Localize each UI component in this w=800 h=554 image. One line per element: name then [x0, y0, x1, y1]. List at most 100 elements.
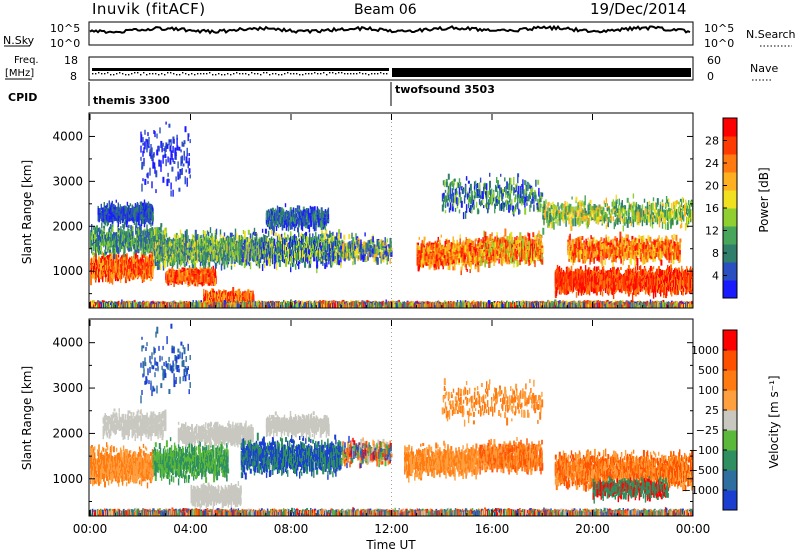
range-gate-cell [90, 241, 92, 248]
range-gate-cell [121, 254, 124, 262]
range-gate-cell [95, 234, 97, 239]
range-gate-cell [116, 242, 118, 248]
range-gate-cell [143, 265, 146, 270]
range-gate-cell [135, 242, 137, 250]
range-gate-cell [102, 255, 104, 260]
nave-dot [191, 73, 193, 75]
n-search-tick-low: 10^0 [704, 37, 734, 50]
range-gate-cell [103, 272, 105, 278]
range-gate-cell [90, 234, 92, 238]
range-gate-cell [119, 241, 122, 248]
nave-dot [125, 74, 127, 76]
range-gate-cell [118, 227, 120, 231]
nave-dot [146, 74, 148, 76]
range-gate-cell [115, 272, 118, 279]
range-gate-cell [113, 235, 115, 240]
range-gate-cell [148, 242, 150, 250]
range-gate-cell [101, 270, 103, 275]
range-gate-cell [143, 230, 145, 235]
range-gate-cell [100, 260, 102, 265]
range-gate-cell [109, 238, 111, 244]
range-gate-cell [128, 264, 131, 269]
range-gate-cell [106, 235, 108, 239]
nave-dot [224, 74, 226, 76]
range-gate-cell [123, 227, 125, 233]
range-gate-cell [100, 243, 102, 250]
range-gate-cell [118, 268, 121, 272]
range-gate-cell [127, 226, 129, 234]
range-gate-cell [141, 275, 144, 280]
range-gate-cell [111, 273, 114, 279]
cpid-mode-1: themis 3300 [93, 94, 170, 107]
range-gate-cell [120, 271, 123, 280]
range-gate-cell [151, 269, 154, 278]
nave-label: Nave [750, 62, 778, 75]
nave-dot [278, 74, 280, 76]
range-gate-cell [109, 232, 111, 238]
range-gate-cell [141, 264, 144, 270]
range-gate-cell [91, 235, 93, 241]
range-gate-cell [99, 246, 101, 255]
nave-dot [248, 74, 250, 76]
range-gate-cell [131, 238, 133, 246]
range-gate-cell [102, 276, 104, 283]
range-gate-cell [124, 238, 126, 244]
range-gate-cell [139, 223, 141, 230]
range-gate-cell [113, 254, 116, 260]
range-gate-cell [151, 241, 153, 246]
range-gate-cell [90, 229, 92, 236]
nave-dot [359, 72, 361, 74]
range-gate-cell [140, 225, 142, 232]
range-gate-cell [123, 268, 126, 276]
range-gate-cell [117, 254, 120, 258]
nave-dot [260, 74, 262, 76]
range-gate-cell [97, 270, 99, 275]
range-gate-cell [109, 255, 112, 260]
nave-dot [230, 74, 232, 76]
nave-dot [308, 73, 310, 75]
range-gate-cell [94, 234, 96, 242]
nave-dot [356, 73, 358, 75]
range-gate-cell [130, 237, 132, 243]
nave-dot [368, 74, 370, 76]
nave-dot [149, 73, 151, 75]
range-gate-cell [92, 268, 94, 276]
range-gate-cell [151, 214, 154, 222]
cpid-mode-2: twofsound 3503 [395, 83, 495, 96]
range-gate-cell [112, 226, 114, 232]
range-gate-cell [100, 262, 102, 269]
nave-dot [206, 73, 208, 75]
range-gate-cell [103, 252, 105, 259]
nave-dot [320, 73, 322, 75]
range-gate-cell [136, 267, 139, 276]
range-gate-cell [132, 226, 134, 232]
range-gate-cell [108, 228, 110, 237]
range-gate-cell [130, 234, 132, 239]
range-gate-cell [165, 233, 168, 238]
nave-dot [134, 72, 136, 74]
range-gate-cell [214, 272, 216, 277]
nave-dot [338, 72, 340, 74]
range-gate-cell [131, 270, 134, 276]
range-gate-cell [93, 226, 95, 230]
nave-dot [365, 73, 367, 75]
range-gate-cell [139, 237, 142, 245]
range-gate-cell [106, 268, 108, 274]
range-gate-cell [93, 244, 95, 252]
noise-panel: N.Sky 10^5 10^0 10^5 10^0 N.Search [3, 21, 796, 50]
nave-dot [284, 73, 286, 75]
range-gate-cell [112, 240, 114, 246]
range-gate-cell [133, 235, 135, 244]
range-gate-cell [140, 239, 142, 246]
range-gate-cell [146, 257, 149, 263]
range-gate-cell [129, 261, 132, 268]
range-gate-cell [107, 264, 110, 268]
nave-dot [245, 73, 247, 75]
range-gate-cell [117, 225, 119, 231]
range-gate-cell [186, 235, 189, 242]
range-gate-cell [122, 223, 124, 228]
nave-dot [107, 72, 109, 74]
range-gate-cell [132, 233, 134, 239]
range-gate-cell [117, 247, 119, 254]
nave-dot [218, 73, 220, 75]
